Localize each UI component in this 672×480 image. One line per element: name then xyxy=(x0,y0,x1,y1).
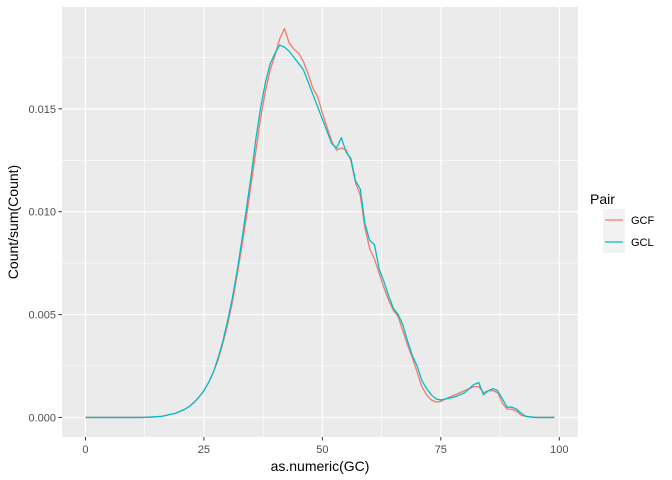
series-lines xyxy=(85,27,555,419)
legend-title: Pair xyxy=(590,191,615,207)
y-tick-label: 0.000 xyxy=(28,412,56,424)
plot-panel xyxy=(62,7,578,437)
grid-minor xyxy=(62,7,578,437)
legend-label-gcf: GCF xyxy=(631,215,655,227)
legend-label-gcl: GCL xyxy=(631,237,654,249)
x-axis-ticks: 0 25 50 75 100 xyxy=(82,437,568,456)
y-tick-label: 0.005 xyxy=(28,310,56,322)
x-tick-label: 0 xyxy=(82,444,88,456)
x-tick-label: 100 xyxy=(550,444,568,456)
legend-entries: GCF GCL xyxy=(603,209,655,253)
x-tick-label: 50 xyxy=(316,444,328,456)
y-tick-label: 0.015 xyxy=(28,104,56,116)
series-line-gcl xyxy=(85,44,555,419)
legend: Pair GCF GCL xyxy=(590,191,655,253)
x-tick-label: 75 xyxy=(435,444,447,456)
y-axis-ticks: 0.000 0.005 0.010 0.015 xyxy=(28,104,62,424)
y-axis-title: Count/sum(Count) xyxy=(5,165,21,279)
y-tick-label: 0.010 xyxy=(28,207,56,219)
x-tick-label: 25 xyxy=(198,444,210,456)
x-axis-title: as.numeric(GC) xyxy=(271,458,370,474)
